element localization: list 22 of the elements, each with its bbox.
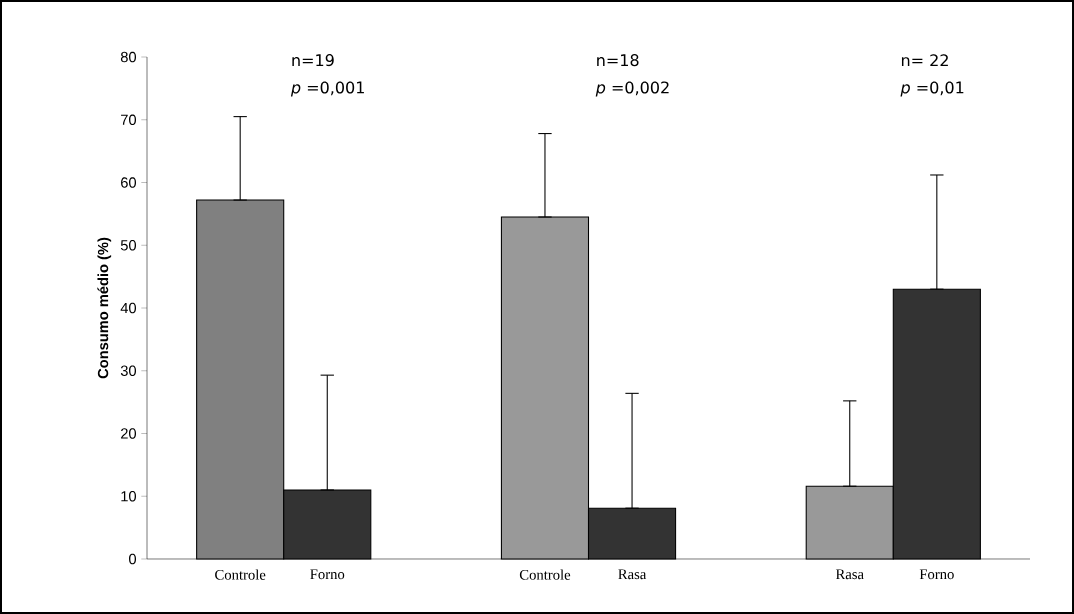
x-tick-label: Rasa (618, 569, 647, 580)
x-tick-label: Controle (215, 569, 266, 580)
y-tick-label: 0 (129, 553, 137, 565)
y-axis-title: Consumo médio (%) (97, 237, 112, 379)
y-tick-label: 10 (121, 491, 137, 502)
y-tick-label: 60 (121, 177, 137, 188)
y-tick-label: 70 (121, 114, 137, 125)
annotation: n=18 (597, 54, 639, 67)
annotation: p =0,01 (900, 81, 964, 97)
y-tick-label: 30 (120, 365, 137, 376)
x-tick-label: Rasa (835, 569, 864, 580)
x-tick-label: Forno (310, 569, 345, 580)
y-tick-label: 20 (121, 428, 137, 439)
y-tick-label: 50 (120, 240, 137, 251)
y-tick-label: 40 (120, 302, 137, 314)
x-tick-label: Forno (919, 569, 954, 580)
x-tick-label: Controle (519, 569, 571, 580)
y-tick-label: 80 (120, 51, 137, 63)
annotation: n=19 (292, 54, 334, 67)
annotation: p =0,002 (595, 81, 669, 97)
annotation: n= 22 (901, 54, 948, 67)
annotation: p =0,001 (290, 81, 364, 97)
